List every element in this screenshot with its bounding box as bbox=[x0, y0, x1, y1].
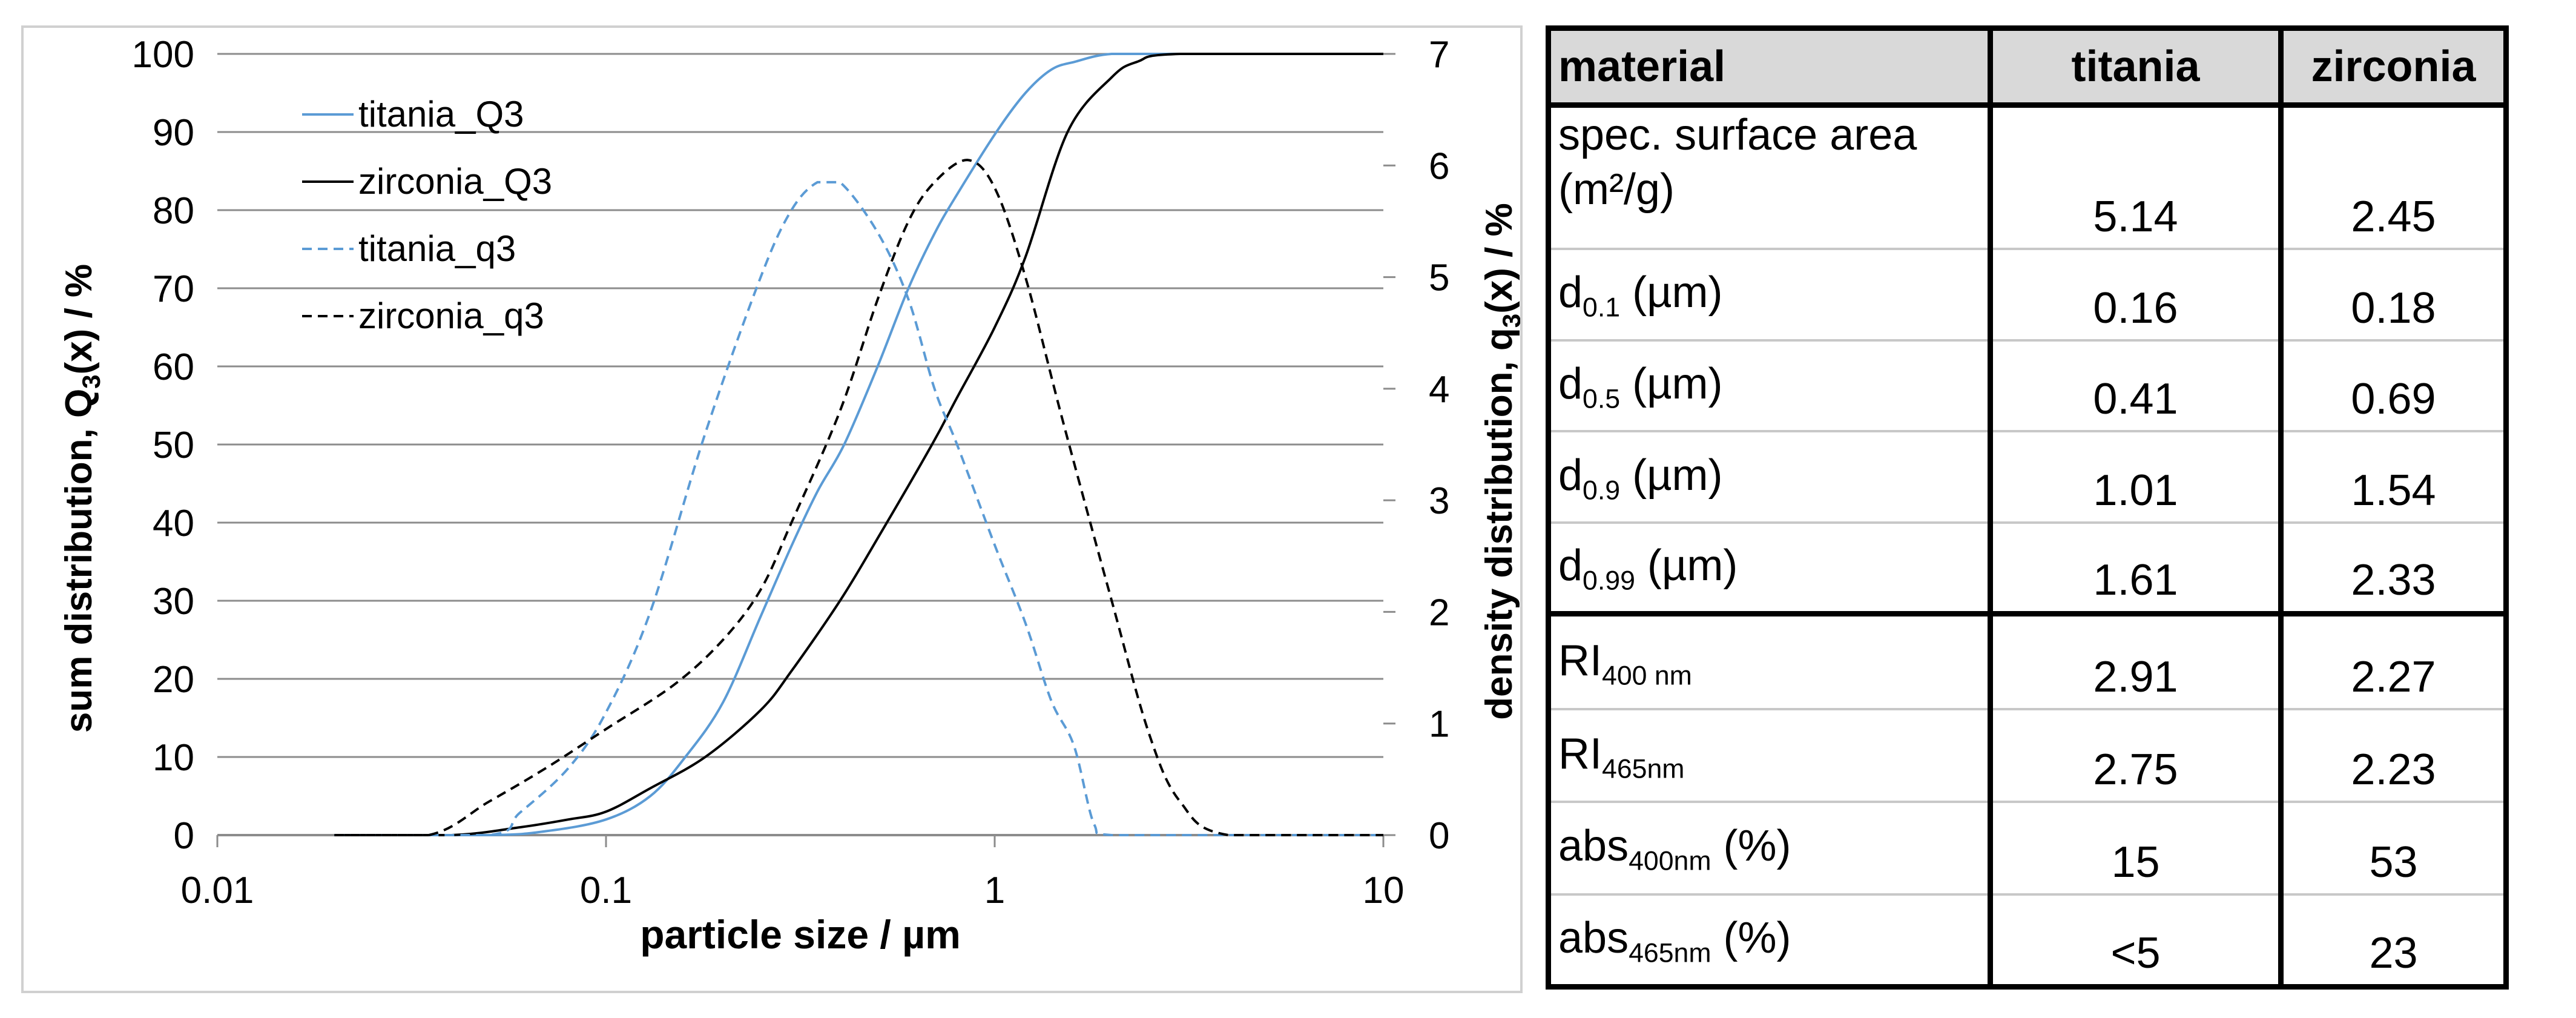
titania-value: 2.91 bbox=[1988, 613, 2284, 711]
legend-item: titania_Q3 bbox=[302, 94, 524, 134]
legend: titania_Q3 zirconia_Q3 titania_q3 zircon… bbox=[302, 94, 552, 336]
zirconia-value: 2.33 bbox=[2278, 523, 2509, 617]
x-tick-label: 0.1 bbox=[580, 870, 632, 911]
y-tick-label: 20 bbox=[153, 659, 194, 701]
header-titania: titania bbox=[1988, 25, 2284, 108]
titania-value: 5.14 bbox=[1988, 105, 2284, 251]
zirconia-value: 2.45 bbox=[2278, 105, 2509, 251]
table-row: d0.99 (µm) 1.61 2.33 bbox=[1546, 523, 2509, 617]
series-line-titania-q3 bbox=[334, 52, 1383, 836]
y2-tick-label: 2 bbox=[1429, 592, 1449, 633]
table-row: RI465nm 2.75 2.23 bbox=[1546, 709, 2509, 804]
series-line-titania-q3 bbox=[334, 180, 1383, 837]
legend-item: zirconia_Q3 bbox=[302, 161, 552, 202]
svg-text:titania_Q3: titania_Q3 bbox=[358, 94, 524, 134]
titania-value: 15 bbox=[1988, 802, 2284, 896]
row-label: abs400nm (%) bbox=[1546, 802, 1993, 896]
row-label: spec. surface area (m²/g) bbox=[1546, 105, 1993, 251]
row-label: RI465nm bbox=[1546, 709, 1993, 804]
y-axis-label: sum distribution, Q3(x) / % bbox=[58, 264, 105, 733]
zirconia-value: 2.27 bbox=[2278, 613, 2509, 711]
y-tick-label: 60 bbox=[153, 346, 194, 388]
y2-tick-label: 6 bbox=[1429, 145, 1449, 187]
table-row: d0.5 (µm) 0.41 0.69 bbox=[1546, 340, 2509, 433]
row-label: d0.9 (µm) bbox=[1546, 431, 1993, 524]
x-tick-label: 1 bbox=[984, 870, 1005, 911]
row-label: abs465nm (%) bbox=[1546, 894, 1993, 990]
titania-value: 0.41 bbox=[1988, 340, 2284, 433]
gridlines bbox=[217, 53, 1383, 758]
y-tick-label: 70 bbox=[153, 268, 194, 310]
y-tick-label: 10 bbox=[153, 737, 194, 779]
y-tick-label: 0 bbox=[174, 815, 194, 857]
table-row: RI400 nm 2.91 2.27 bbox=[1546, 613, 2509, 711]
left-axis-ticks: 0 10 20 30 40 50 60 70 80 90 100 bbox=[132, 34, 194, 857]
y-tick-label: 50 bbox=[153, 425, 194, 466]
titania-value: 1.01 bbox=[1988, 431, 2284, 524]
y-tick-label: 90 bbox=[153, 112, 194, 154]
header-material: material bbox=[1546, 25, 1993, 108]
zirconia-value: 53 bbox=[2278, 802, 2509, 896]
svg-text:zirconia_q3: zirconia_q3 bbox=[358, 296, 544, 336]
zirconia-value: 1.54 bbox=[2278, 431, 2509, 524]
y2-tick-label: 4 bbox=[1429, 369, 1449, 411]
zirconia-value: 23 bbox=[2278, 894, 2509, 990]
titania-value: 1.61 bbox=[1988, 523, 2284, 617]
y2-tick-label: 7 bbox=[1429, 34, 1449, 76]
material-properties-table: material titania zirconia spec. surface … bbox=[1546, 25, 2509, 990]
table-row: abs400nm (%) 15 53 bbox=[1546, 802, 2509, 896]
legend-item: titania_q3 bbox=[302, 228, 516, 269]
x-tick-label: 10 bbox=[1363, 870, 1405, 911]
y2-tick-label: 5 bbox=[1429, 257, 1449, 299]
y2-tick-label: 0 bbox=[1429, 815, 1449, 857]
titania-value: 0.16 bbox=[1988, 249, 2284, 342]
svg-text:zirconia_Q3: zirconia_Q3 bbox=[358, 161, 552, 202]
x-tick-label: 0.01 bbox=[181, 870, 254, 911]
right-axis-ticks: 0 1 2 3 4 5 6 7 bbox=[1383, 34, 1449, 857]
series-line-zirconia-q3 bbox=[334, 53, 1383, 837]
row-label: d0.5 (µm) bbox=[1546, 340, 1993, 433]
chart-panel: 0 10 20 30 40 50 60 70 80 90 100 0 1 2 3 4 5 6 7 0.01 0.1 1… bbox=[21, 25, 1523, 993]
y-tick-label: 100 bbox=[132, 34, 194, 76]
x-axis-label: particle size / µm bbox=[640, 912, 961, 957]
table-row: spec. surface area (m²/g) 5.14 2.45 bbox=[1546, 105, 2509, 251]
table-row: abs465nm (%) <5 23 bbox=[1546, 894, 2509, 990]
y2-tick-label: 3 bbox=[1429, 480, 1449, 522]
legend-item: zirconia_q3 bbox=[302, 296, 544, 336]
particle-size-chart: 0 10 20 30 40 50 60 70 80 90 100 0 1 2 3 4 5 6 7 0.01 0.1 1… bbox=[58, 34, 1520, 957]
zirconia-value: 0.18 bbox=[2278, 249, 2509, 342]
table-row: d0.1 (µm) 0.16 0.18 bbox=[1546, 249, 2509, 342]
y-tick-label: 40 bbox=[153, 503, 194, 544]
svg-text:titania_q3: titania_q3 bbox=[358, 228, 516, 269]
row-label: d0.99 (µm) bbox=[1546, 523, 1993, 617]
y2-tick-label: 1 bbox=[1429, 704, 1449, 745]
titania-value: 2.75 bbox=[1988, 709, 2284, 804]
y-tick-label: 80 bbox=[153, 190, 194, 232]
series-line-zirconia-q3 bbox=[334, 159, 1383, 837]
x-axis-ticks: 0.01 0.1 1 10 bbox=[181, 835, 1405, 911]
row-label: RI400 nm bbox=[1546, 613, 1993, 711]
y2-axis-label: density distribution, q3(x) / % bbox=[1478, 203, 1520, 720]
zirconia-value: 0.69 bbox=[2278, 340, 2509, 433]
zirconia-value: 2.23 bbox=[2278, 709, 2509, 804]
header-zirconia: zirconia bbox=[2278, 25, 2509, 108]
titania-value: <5 bbox=[1988, 894, 2284, 990]
y-tick-label: 30 bbox=[153, 581, 194, 623]
series-lines bbox=[334, 52, 1383, 837]
table-header-row: material titania zirconia bbox=[1546, 25, 2509, 108]
row-label: d0.1 (µm) bbox=[1546, 249, 1993, 342]
table-row: d0.9 (µm) 1.01 1.54 bbox=[1546, 431, 2509, 524]
